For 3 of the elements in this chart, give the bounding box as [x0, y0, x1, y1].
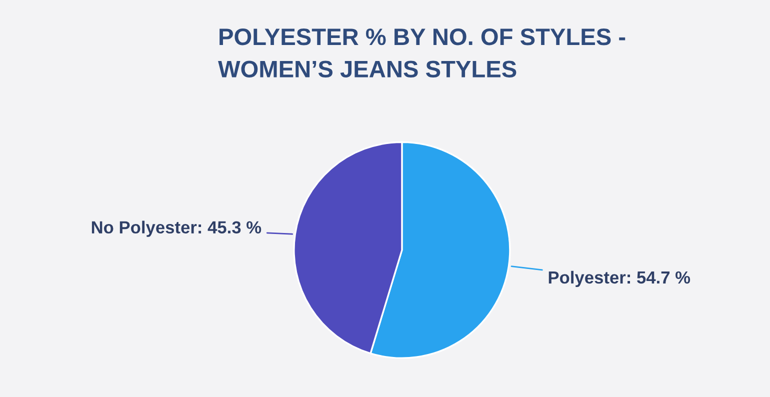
chart-title: POLYESTER % BY NO. OF STYLES - WOMEN’S JEANS STYLES [218, 28, 626, 78]
slice-label: Polyester: 54.7 % [548, 270, 690, 288]
slice-label: No Polyester: 45.3 % [92, 220, 262, 237]
